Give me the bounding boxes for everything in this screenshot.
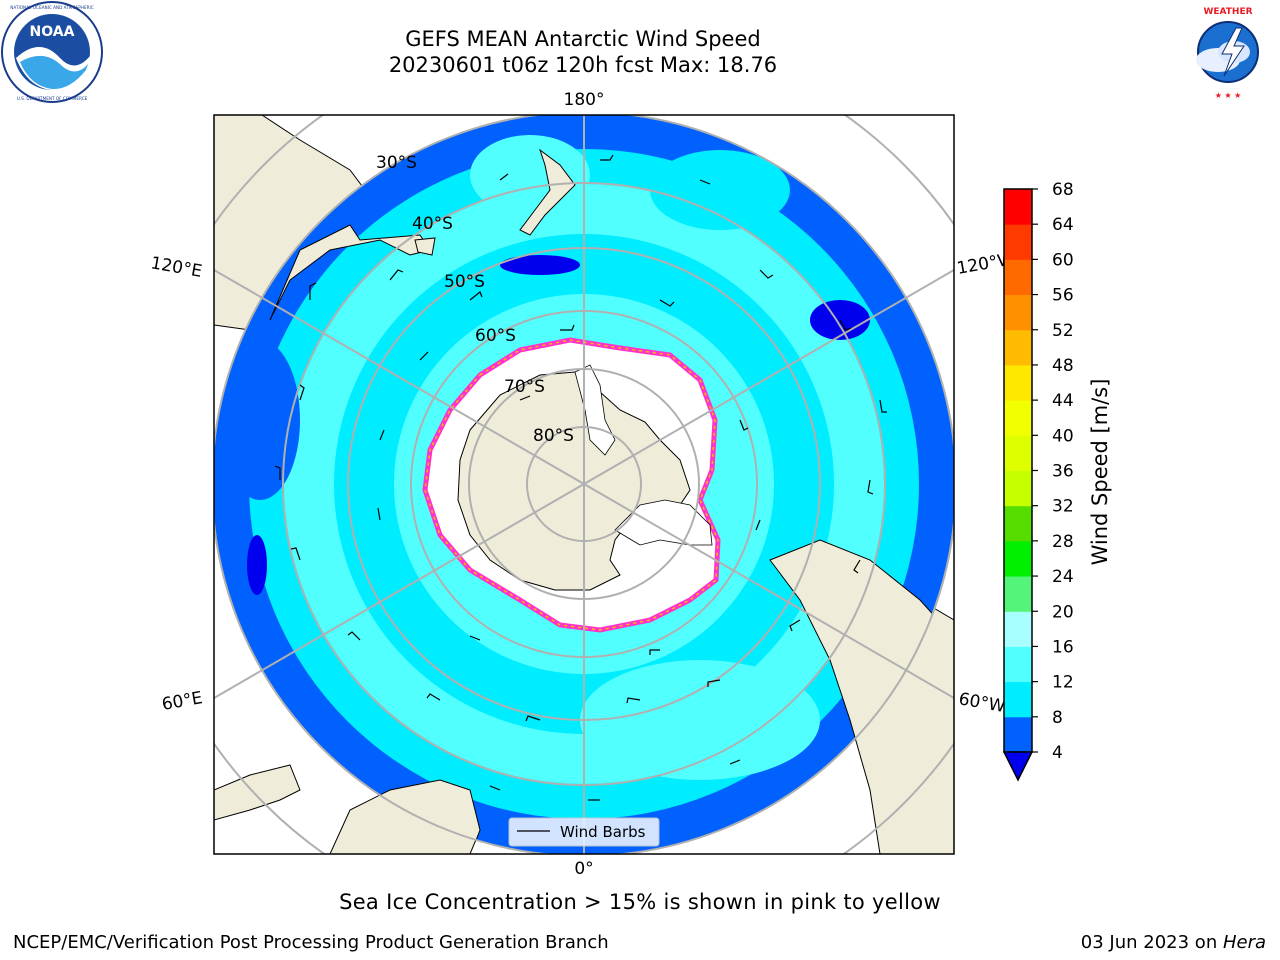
map-legend: Wind Barbs: [508, 817, 660, 847]
colorbar-segment: [1004, 576, 1032, 612]
noaa-logo-text: NOAA: [30, 24, 75, 40]
lon-label-lower-left: 60°E: [160, 688, 204, 715]
lon-label-top: 180°: [564, 90, 605, 110]
colorbar-segment: [1004, 505, 1032, 542]
colorbar-segment: [1004, 611, 1032, 647]
colorbar-tick-label: 68: [1052, 180, 1074, 200]
sea-ice-caption: Sea Ice Concentration > 15% is shown in …: [339, 890, 941, 914]
colorbar-segment: [1004, 470, 1032, 507]
colorbar-segment: [1004, 329, 1032, 366]
new-zealand-land: [519, 148, 576, 236]
colorbar-segment: [1004, 716, 1032, 753]
colorbar-segment: [1004, 189, 1032, 225]
lat-label-30s: 30°S: [376, 153, 417, 173]
colorbar-tick-label: 28: [1052, 532, 1074, 552]
colorbar-segment: [1004, 294, 1032, 331]
colorbar-tick-label: 60: [1052, 250, 1074, 270]
noaa-logo-icon: NOAA U.S. DEPARTMENT OF COMMERCE NATIONA…: [1, 1, 103, 103]
lat-label-40s: 40°S: [412, 214, 453, 234]
colorbar-tick-label: 4: [1052, 743, 1063, 763]
svg-text:WEATHER: WEATHER: [1203, 7, 1252, 17]
colorbar-tick-label: 56: [1052, 286, 1074, 306]
colorbar-tick-label: 48: [1052, 356, 1074, 376]
colorbar-tick-label: 20: [1052, 602, 1074, 622]
colorbar-tick-label: 8: [1052, 708, 1063, 728]
wind-barbs: [274, 154, 887, 801]
footer-credit: NCEP/EMC/Verification Post Processing Pr…: [13, 932, 609, 953]
chart-title: GEFS MEAN Antarctic Wind Speed: [405, 27, 761, 51]
madagascar-land: [214, 764, 301, 821]
svg-text:NATIONAL OCEANIC AND ATMOSPHER: NATIONAL OCEANIC AND ATMOSPHERIC: [10, 5, 93, 10]
colorbar-label: Wind Speed [m/s]: [1088, 379, 1112, 566]
legend-label: Wind Barbs: [560, 823, 646, 841]
nws-logo-icon: WEATHER ★ ★ ★: [1180, 4, 1276, 100]
lat-label-70s: 70°S: [504, 377, 545, 397]
colorbar-segment: [1004, 646, 1032, 683]
lat-label-80s: 80°S: [533, 426, 574, 446]
chart-subtitle: 20230601 t06z 120h fcst Max: 18.76: [388, 53, 778, 77]
colorbar-tick-label: 40: [1052, 426, 1074, 446]
lon-label-bottom: 0°: [574, 859, 593, 879]
map-frame: [213, 114, 955, 855]
colorbar-segment: [1004, 364, 1032, 401]
colorbar-segment: [1004, 259, 1032, 296]
lon-label-upper-left: 120°E: [149, 253, 203, 282]
colorbar-tick-label: 12: [1052, 673, 1074, 693]
svg-text:★ ★ ★: ★ ★ ★: [1215, 91, 1242, 100]
colorbar-tick-label: 32: [1052, 497, 1074, 517]
colorbar-segment: [1004, 224, 1032, 260]
lat-label-50s: 50°S: [444, 272, 485, 292]
colorbar-segment: [1004, 435, 1032, 471]
colorbar-tick-label: 36: [1052, 462, 1074, 482]
svg-text:U.S. DEPARTMENT OF COMMERCE: U.S. DEPARTMENT OF COMMERCE: [17, 96, 88, 101]
footer-host: Hera: [1222, 932, 1266, 953]
colorbar-segment: [1004, 681, 1032, 718]
colorbar-extend-min: [1002, 751, 1034, 782]
colorbar-segment: [1004, 400, 1032, 436]
tasmania-land: [414, 237, 436, 256]
colorbar-tick-label: 24: [1052, 567, 1074, 587]
colorbar-segment: [1004, 540, 1032, 577]
lat-label-60s: 60°S: [475, 326, 516, 346]
footer-date-text: 03 Jun 2023 on: [1080, 932, 1223, 953]
colorbar-tick-label: 64: [1052, 215, 1074, 235]
colorbar-tick-label: 16: [1052, 637, 1074, 657]
lon-label-lower-right: 60°W: [957, 689, 1007, 717]
colorbar-tick-label: 44: [1052, 391, 1074, 411]
colorbar-tick-label: 52: [1052, 321, 1074, 341]
map-graticule: [214, 115, 954, 854]
footer-date: 03 Jun 2023 on Hera: [1081, 932, 1266, 953]
